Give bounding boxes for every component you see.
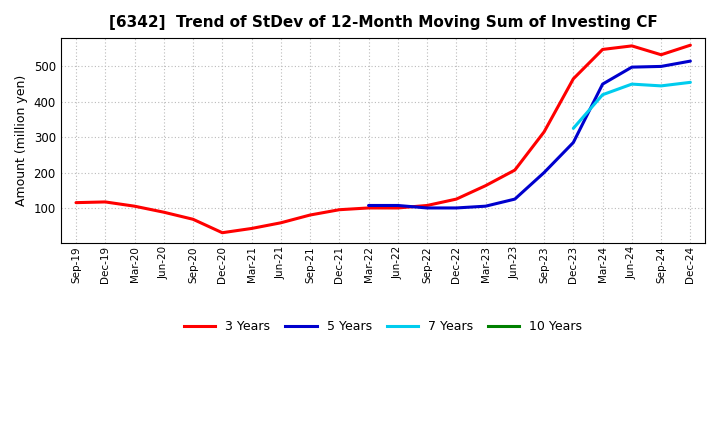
3 Years — [628, 43, 636, 48]
5 Years — [657, 64, 665, 69]
Line: 7 Years: 7 Years — [573, 82, 690, 128]
5 Years — [364, 203, 373, 208]
3 Years — [130, 204, 139, 209]
3 Years — [569, 76, 577, 81]
3 Years — [72, 200, 81, 205]
3 Years — [423, 203, 431, 208]
3 Years — [247, 226, 256, 231]
3 Years — [306, 213, 315, 218]
3 Years — [510, 168, 519, 173]
3 Years — [335, 207, 343, 213]
5 Years — [569, 140, 577, 145]
3 Years — [540, 129, 549, 135]
7 Years — [657, 83, 665, 88]
3 Years — [686, 43, 695, 48]
5 Years — [481, 204, 490, 209]
Line: 5 Years: 5 Years — [369, 61, 690, 208]
5 Years — [423, 205, 431, 211]
3 Years — [481, 183, 490, 188]
7 Years — [628, 81, 636, 87]
3 Years — [452, 197, 461, 202]
5 Years — [510, 197, 519, 202]
3 Years — [364, 205, 373, 211]
5 Years — [452, 205, 461, 211]
3 Years — [218, 230, 227, 235]
3 Years — [394, 205, 402, 211]
Legend: 3 Years, 5 Years, 7 Years, 10 Years: 3 Years, 5 Years, 7 Years, 10 Years — [179, 315, 588, 338]
7 Years — [598, 92, 607, 97]
5 Years — [394, 203, 402, 208]
7 Years — [686, 80, 695, 85]
3 Years — [276, 220, 285, 225]
Line: 3 Years: 3 Years — [76, 45, 690, 233]
3 Years — [657, 52, 665, 57]
5 Years — [686, 59, 695, 64]
7 Years — [569, 126, 577, 131]
3 Years — [189, 216, 197, 222]
5 Years — [540, 170, 549, 175]
5 Years — [598, 81, 607, 87]
Y-axis label: Amount (million yen): Amount (million yen) — [15, 75, 28, 206]
5 Years — [628, 65, 636, 70]
3 Years — [101, 199, 109, 205]
3 Years — [598, 47, 607, 52]
Title: [6342]  Trend of StDev of 12-Month Moving Sum of Investing CF: [6342] Trend of StDev of 12-Month Moving… — [109, 15, 657, 30]
3 Years — [159, 209, 168, 215]
